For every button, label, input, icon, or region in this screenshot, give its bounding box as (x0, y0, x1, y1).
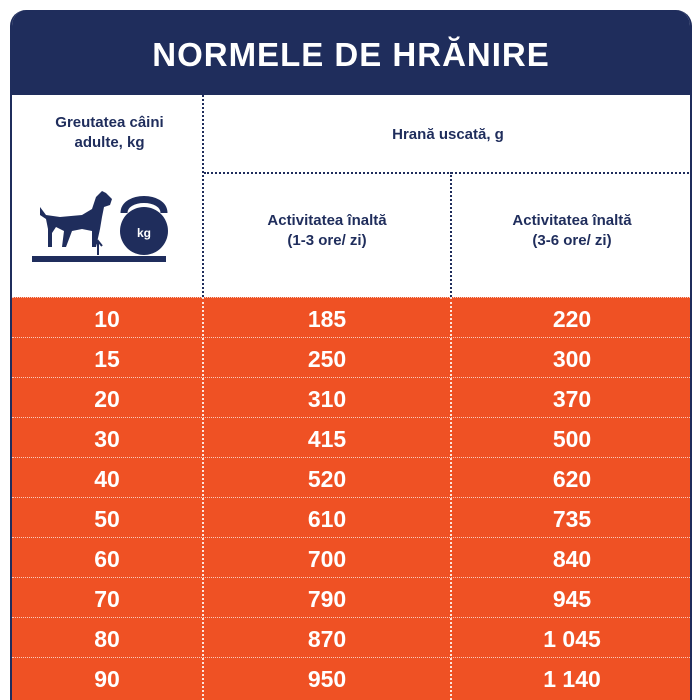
weight-column-header: Greutatea câini adulte, kg (55, 114, 164, 151)
dog-icon: kg (32, 191, 168, 262)
kettlebell-label: kg (137, 226, 151, 240)
scale-base-icon (32, 256, 166, 262)
column-divider (202, 297, 204, 700)
header-divider (450, 172, 452, 297)
activity-2-cell: 220 (552, 306, 592, 332)
table-row: 70 790 945 (12, 577, 690, 617)
activity-1-cell: 415 (307, 426, 347, 452)
weight-cell: 90 (94, 666, 120, 692)
dry-food-header: Hrană uscată, g (392, 126, 504, 143)
table-row: 40 520 620 (12, 457, 690, 497)
activity-1-cell: 310 (307, 386, 347, 412)
title-bar: NORMELE DE HRĂNIRE (12, 10, 690, 95)
weight-cell: 70 (94, 586, 120, 612)
weight-cell: 10 (94, 306, 120, 332)
activity-2-cell: 945 (552, 586, 592, 612)
weight-cell: 50 (94, 506, 120, 532)
activity-2-cell: 620 (552, 466, 592, 492)
activity-2-cell: 840 (552, 546, 592, 572)
activity-1-cell: 700 (307, 546, 347, 572)
activity-1-header: Activitatea înaltă (1-3 ore/ zi) (267, 212, 387, 249)
activity-2-cell: 370 (552, 386, 592, 412)
table-row: 20 310 370 (12, 377, 690, 417)
activity-1-cell: 870 (307, 626, 347, 652)
activity-1-cell: 520 (307, 466, 347, 492)
activity-2-header: Activitatea înaltă (3-6 ore/ zi) (512, 212, 632, 249)
activity-2-cell: 735 (552, 506, 592, 532)
scale-arrow-icon (93, 239, 103, 255)
activity-1-cell: 250 (307, 346, 347, 372)
weight-cell: 80 (94, 626, 120, 652)
weight-cell: 30 (94, 426, 120, 452)
activity-1-cell: 610 (307, 506, 347, 532)
table-row: 30 415 500 (12, 417, 690, 457)
table-row: 15 250 300 (12, 337, 690, 377)
weight-cell: 60 (94, 546, 120, 572)
table-row: 10 185 220 (12, 297, 690, 337)
activity-2-cell: 300 (552, 346, 592, 372)
header-divider (202, 95, 204, 297)
table-body: 10 185 220 15 250 300 20 310 370 30 415 … (12, 297, 690, 700)
table-row: 60 700 840 (12, 537, 690, 577)
activity-2-cell: 1 045 (543, 626, 601, 652)
table-row: 80 870 1 045 (12, 617, 690, 657)
activity-2-cell: 500 (552, 426, 592, 452)
activity-1-cell: 185 (307, 306, 347, 332)
weight-cell: 15 (94, 346, 120, 372)
header-divider (204, 172, 690, 174)
table-header: Greutatea câini adulte, kg kg Hrană usca… (12, 95, 690, 297)
table-row: 50 610 735 (12, 497, 690, 537)
feeding-table-card: NORMELE DE HRĂNIRE Greutatea câini adult… (10, 10, 692, 700)
kettlebell-icon: kg (120, 196, 168, 255)
weight-cell: 40 (94, 466, 120, 492)
activity-2-cell: 1 140 (543, 666, 601, 692)
table-row: 90 950 1 140 (12, 657, 690, 697)
weight-cell: 20 (94, 386, 120, 412)
dog-icon (40, 191, 112, 247)
column-divider (450, 297, 452, 700)
activity-1-cell: 950 (307, 666, 347, 692)
activity-1-cell: 790 (307, 586, 347, 612)
page-title: NORMELE DE HRĂNIRE (152, 35, 550, 73)
